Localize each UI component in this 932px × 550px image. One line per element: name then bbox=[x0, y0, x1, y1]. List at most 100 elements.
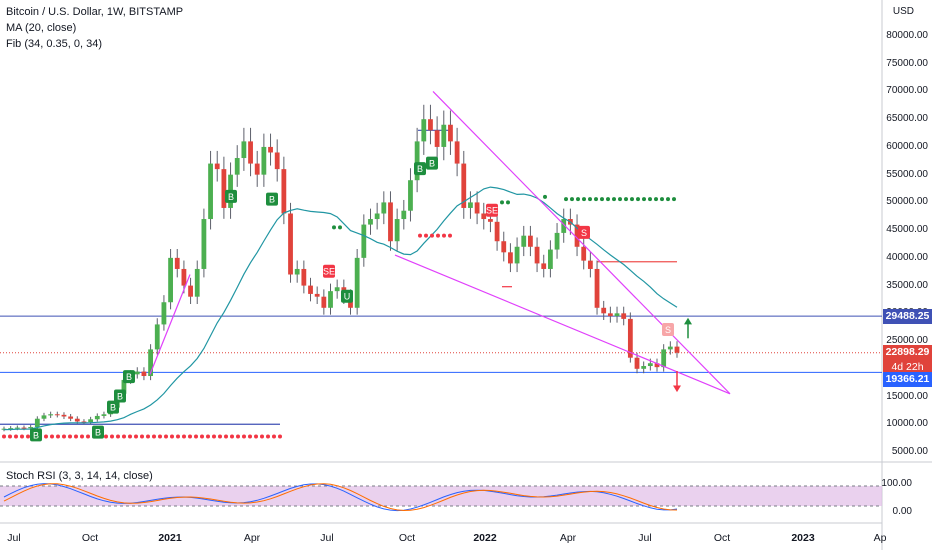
time-axis-label: 2023 bbox=[791, 532, 815, 544]
candle-body bbox=[674, 346, 680, 353]
candle-body bbox=[148, 349, 153, 377]
buy-marker-label: B bbox=[269, 195, 275, 205]
stop-dot bbox=[50, 434, 54, 439]
stop-dot bbox=[56, 434, 60, 439]
stop-dot bbox=[104, 434, 108, 439]
candle-body bbox=[661, 349, 667, 368]
candle-body bbox=[647, 363, 653, 367]
candle-body bbox=[94, 415, 100, 420]
candle-body bbox=[488, 219, 493, 222]
stop-dot bbox=[188, 434, 192, 439]
buy-marker bbox=[426, 156, 438, 170]
stoch-rsi-k-line bbox=[3, 483, 678, 512]
price-axis-label: 65000.00 bbox=[886, 113, 928, 125]
trail-dot bbox=[582, 197, 586, 202]
wedge-upper-line bbox=[432, 91, 731, 395]
time-axis-label: 2022 bbox=[473, 532, 497, 544]
stop-dot bbox=[128, 434, 132, 439]
fib-legend[interactable]: Fib (34, 0.35, 0, 34) bbox=[6, 38, 102, 50]
time-axis-label: Ap bbox=[873, 532, 887, 544]
stop-dot bbox=[212, 434, 216, 439]
ma-legend[interactable]: MA (20, close) bbox=[6, 22, 77, 34]
candle-body bbox=[454, 141, 460, 164]
candle-body bbox=[627, 318, 633, 358]
support-price-tag: 19366.21 bbox=[883, 372, 932, 387]
candle-body bbox=[81, 421, 87, 423]
price-axis-label: 5000.00 bbox=[891, 446, 928, 457]
stop-dot bbox=[230, 434, 234, 439]
buy-marker bbox=[114, 389, 126, 403]
candle-body bbox=[408, 180, 413, 211]
symbol-legend[interactable]: Bitcoin / U.S. Dollar, 1W, BITSTAMP bbox=[6, 6, 184, 18]
trail-dot bbox=[606, 197, 610, 202]
price-axis-label: 40000.00 bbox=[886, 251, 928, 263]
buy-marker-label: B bbox=[95, 428, 101, 438]
trail-dot bbox=[672, 197, 676, 202]
moving-average-line bbox=[3, 186, 678, 431]
stop-dot bbox=[86, 434, 90, 439]
candle-body bbox=[414, 141, 420, 181]
candle-body bbox=[534, 246, 540, 264]
buy-marker bbox=[92, 425, 104, 439]
candle-body bbox=[61, 414, 67, 417]
candle-body bbox=[201, 219, 207, 269]
time-axis-label: Apr bbox=[559, 532, 577, 544]
price-axis-label: 60000.00 bbox=[886, 140, 928, 152]
stop-dot bbox=[254, 434, 258, 439]
candle-body bbox=[121, 379, 127, 394]
stoch-rsi-legend[interactable]: Stoch RSI (3, 3, 14, 14, close) bbox=[6, 470, 153, 482]
candle-body bbox=[528, 235, 533, 247]
stop-dot bbox=[442, 233, 446, 238]
candle-body bbox=[374, 213, 380, 220]
trail-dot bbox=[618, 197, 622, 202]
candle-body bbox=[561, 219, 567, 233]
stop-dot bbox=[176, 434, 180, 439]
trail-dot bbox=[654, 197, 658, 202]
trail-dot bbox=[588, 197, 592, 202]
candle-body bbox=[168, 257, 173, 303]
resistance-price-tag: 29488.25 bbox=[883, 309, 932, 324]
sell-marker bbox=[662, 322, 674, 336]
candle-body bbox=[394, 219, 400, 242]
stop-dot bbox=[164, 434, 168, 439]
buy-marker-label: B bbox=[126, 372, 132, 382]
candle-body bbox=[54, 414, 60, 416]
price-axis-label: 70000.00 bbox=[886, 85, 928, 97]
buy-marker-label: B bbox=[117, 392, 123, 402]
candle-body bbox=[508, 252, 513, 264]
stop-dot bbox=[430, 233, 434, 238]
candle-body bbox=[441, 124, 447, 147]
time-axis-label: Oct bbox=[713, 532, 731, 544]
price-axis-label: 25000.00 bbox=[886, 335, 928, 347]
price-axis-label: 45000.00 bbox=[886, 224, 928, 236]
time-axis-label: Oct bbox=[81, 532, 99, 544]
candle-body bbox=[641, 366, 647, 369]
sell-marker bbox=[578, 225, 590, 239]
stop-dot bbox=[74, 434, 78, 439]
last-price-tag: 22898.29 bbox=[883, 345, 932, 360]
stop-dot bbox=[110, 434, 114, 439]
candle-body bbox=[21, 427, 27, 429]
rally-trend-line bbox=[149, 274, 191, 375]
candle-body bbox=[74, 418, 80, 422]
candle-body bbox=[174, 257, 180, 269]
candle-body bbox=[294, 268, 300, 275]
trail-dot bbox=[500, 200, 504, 205]
time-axis-label: Jul bbox=[638, 532, 652, 544]
candle-body bbox=[254, 163, 260, 175]
candle-body bbox=[654, 363, 660, 368]
candle-body bbox=[541, 263, 547, 269]
stop-dot bbox=[242, 434, 246, 439]
candle-body bbox=[208, 163, 213, 220]
candle-body bbox=[448, 124, 453, 142]
price-axis-label: 50000.00 bbox=[886, 196, 928, 208]
trail-dot bbox=[506, 200, 510, 205]
candle-body bbox=[554, 232, 560, 250]
sell-entry-marker bbox=[486, 203, 498, 217]
stop-dot bbox=[20, 434, 24, 439]
stop-dot bbox=[122, 434, 126, 439]
candle-body bbox=[361, 224, 367, 258]
time-axis-label: Apr bbox=[243, 532, 261, 544]
